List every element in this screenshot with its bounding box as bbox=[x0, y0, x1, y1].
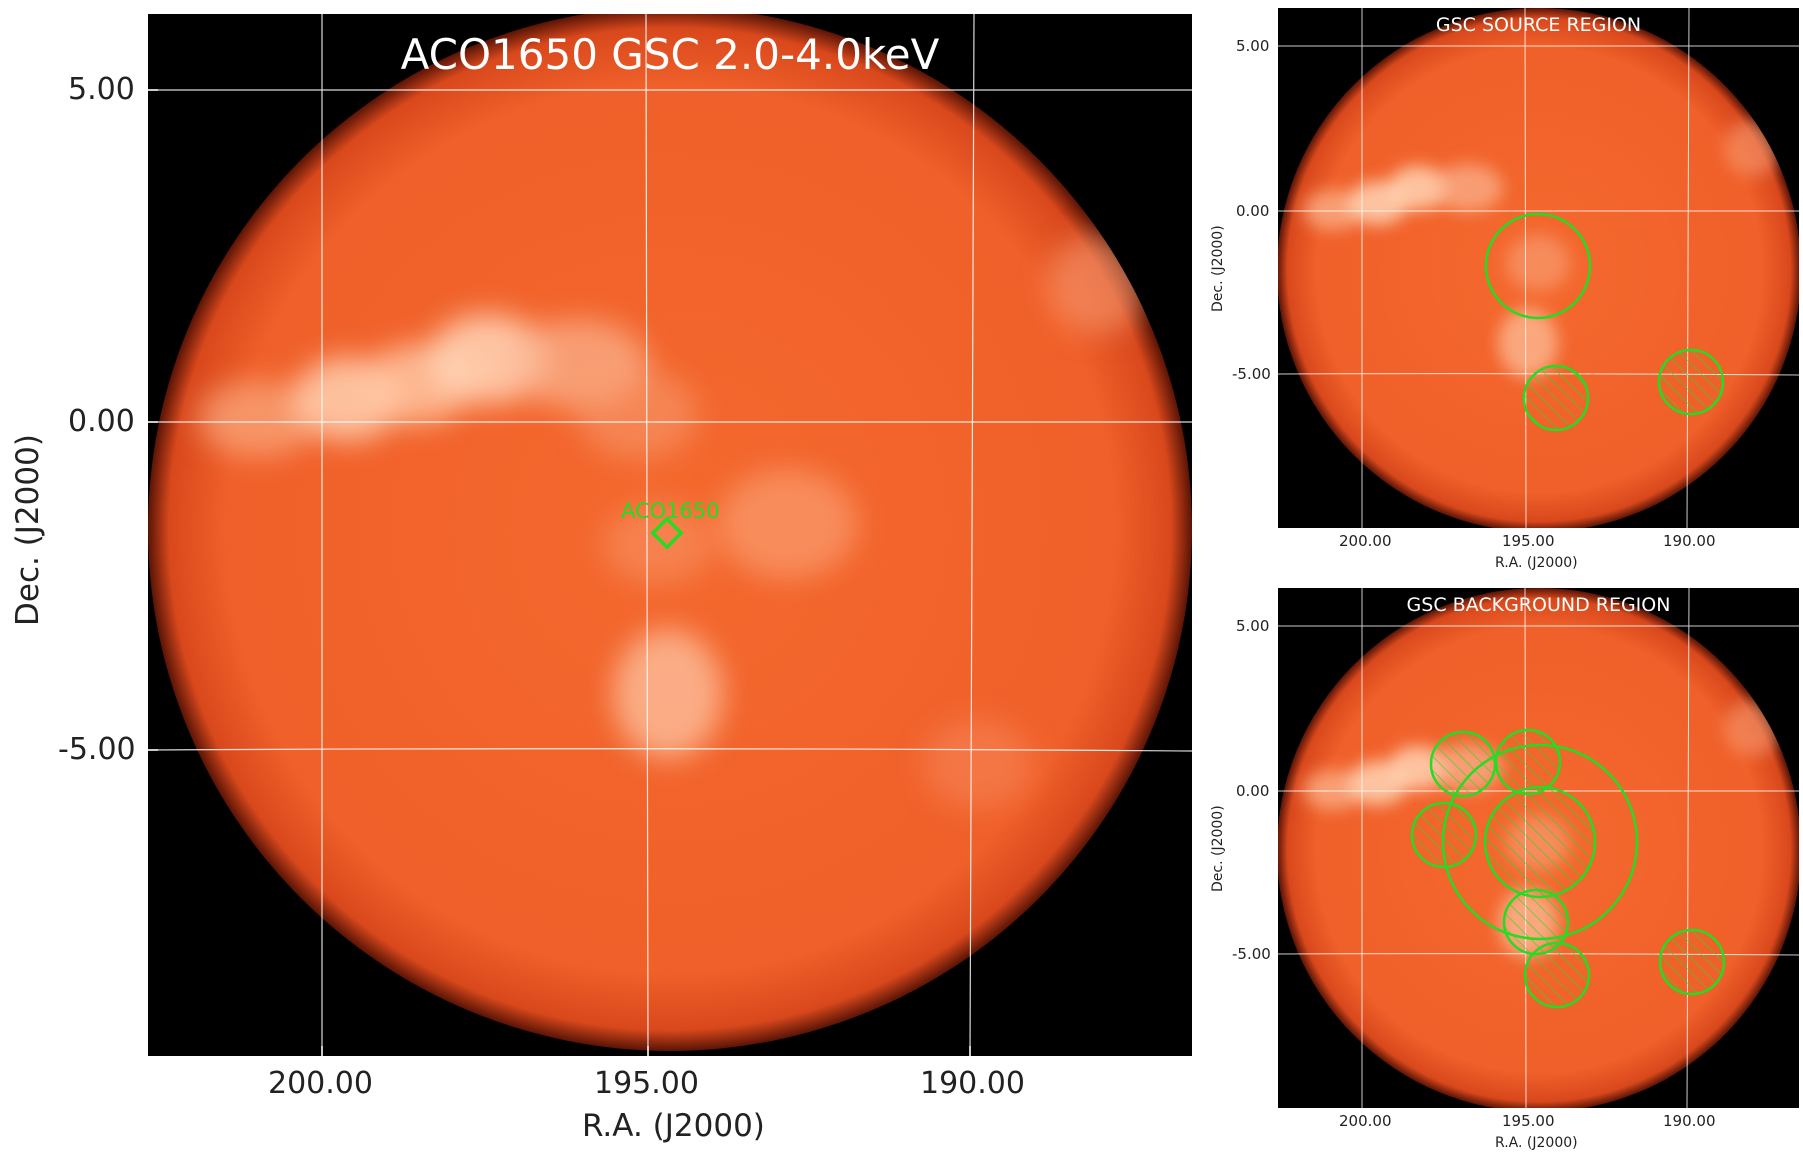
background-y-axis-label: Dec. (J2000) bbox=[1210, 805, 1226, 892]
excluded-region-circle bbox=[1523, 941, 1591, 1009]
tick-marks bbox=[148, 89, 971, 1056]
main-x-tick-190: 190.00 bbox=[920, 1066, 1025, 1101]
source-y-tick-minus5: -5.00 bbox=[1232, 365, 1271, 383]
background-x-tick-195: 195.00 bbox=[1502, 1112, 1555, 1130]
background-panel-title: GSC BACKGROUND REGION bbox=[1406, 594, 1671, 616]
background-x-axis-label: R.A. (J2000) bbox=[1495, 1135, 1578, 1151]
main-x-tick-200: 200.00 bbox=[268, 1066, 373, 1101]
source-region-circle bbox=[1484, 212, 1592, 320]
source-x-tick-200: 200.00 bbox=[1339, 532, 1392, 550]
background-annulus-inner bbox=[1483, 785, 1597, 899]
source-region-svg bbox=[1278, 8, 1799, 528]
excluded-region-circle bbox=[1657, 348, 1725, 416]
main-y-tick-minus5: -5.00 bbox=[58, 732, 136, 767]
excluded-region-circle bbox=[1410, 801, 1478, 869]
emission-blobs bbox=[1303, 120, 1781, 378]
excluded-region-circle bbox=[1658, 928, 1726, 996]
source-x-tick-195: 195.00 bbox=[1502, 532, 1555, 550]
background-x-tick-200: 200.00 bbox=[1339, 1112, 1392, 1130]
main-x-tick-195: 195.00 bbox=[594, 1066, 699, 1101]
source-y-axis-label: Dec. (J2000) bbox=[1210, 225, 1226, 312]
main-y-axis-label: Dec. (J2000) bbox=[10, 434, 46, 626]
excluded-region-circle bbox=[1429, 730, 1497, 798]
background-region-svg bbox=[1278, 588, 1799, 1108]
emission-blobs bbox=[198, 234, 1148, 809]
aco1650-marker-diamond bbox=[650, 516, 684, 550]
background-y-tick-5: 5.00 bbox=[1236, 617, 1270, 635]
excluded-region-circle bbox=[1522, 364, 1590, 432]
source-y-tick-5: 5.00 bbox=[1236, 37, 1270, 55]
aco1650-marker-label: ACO1650 bbox=[621, 499, 720, 523]
source-x-axis-label: R.A. (J2000) bbox=[1495, 555, 1578, 571]
main-y-tick-5: 5.00 bbox=[68, 72, 135, 107]
background-region-panel: GSC BACKGROUND REGION bbox=[1278, 588, 1799, 1108]
main-image-panel: ACO1650 GSC 2.0-4.0keV ACO1650 bbox=[148, 14, 1192, 1056]
coordinate-grid bbox=[1278, 8, 1799, 528]
source-region-panel: GSC SOURCE REGION bbox=[1278, 8, 1799, 528]
background-y-tick-minus5: -5.00 bbox=[1232, 945, 1271, 963]
main-title: ACO1650 GSC 2.0-4.0keV bbox=[400, 30, 940, 79]
background-y-tick-0: 0.00 bbox=[1236, 782, 1270, 800]
coordinate-grid bbox=[148, 14, 1192, 1056]
source-y-tick-0: 0.00 bbox=[1236, 202, 1270, 220]
main-x-axis-label: R.A. (J2000) bbox=[582, 1108, 765, 1144]
source-x-tick-190: 190.00 bbox=[1663, 532, 1716, 550]
main-image-svg bbox=[148, 14, 1192, 1056]
excluded-region-circle bbox=[1494, 728, 1562, 796]
background-x-tick-190: 190.00 bbox=[1663, 1112, 1716, 1130]
main-y-tick-0: 0.00 bbox=[68, 404, 135, 439]
source-panel-title: GSC SOURCE REGION bbox=[1435, 14, 1642, 36]
